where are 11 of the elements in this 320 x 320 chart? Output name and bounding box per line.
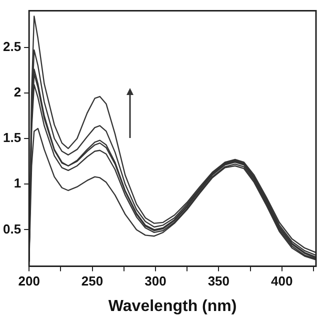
y-tick-label: 2 <box>14 84 22 100</box>
y-tick-label: 1 <box>14 176 22 191</box>
x-tick-label: 250 <box>81 274 104 289</box>
x-axis-title: Wavelength (nm) <box>108 298 237 315</box>
x-tick-label: 200 <box>18 274 40 289</box>
x-tick-label: 300 <box>144 274 166 289</box>
x-tick-label: 400 <box>271 274 293 289</box>
x-tick-label: 350 <box>208 274 230 289</box>
y-tick-label: 2.5 <box>2 38 22 54</box>
y-tick-label: 0.5 <box>2 221 22 236</box>
y-tick-label: 1.5 <box>2 130 22 146</box>
